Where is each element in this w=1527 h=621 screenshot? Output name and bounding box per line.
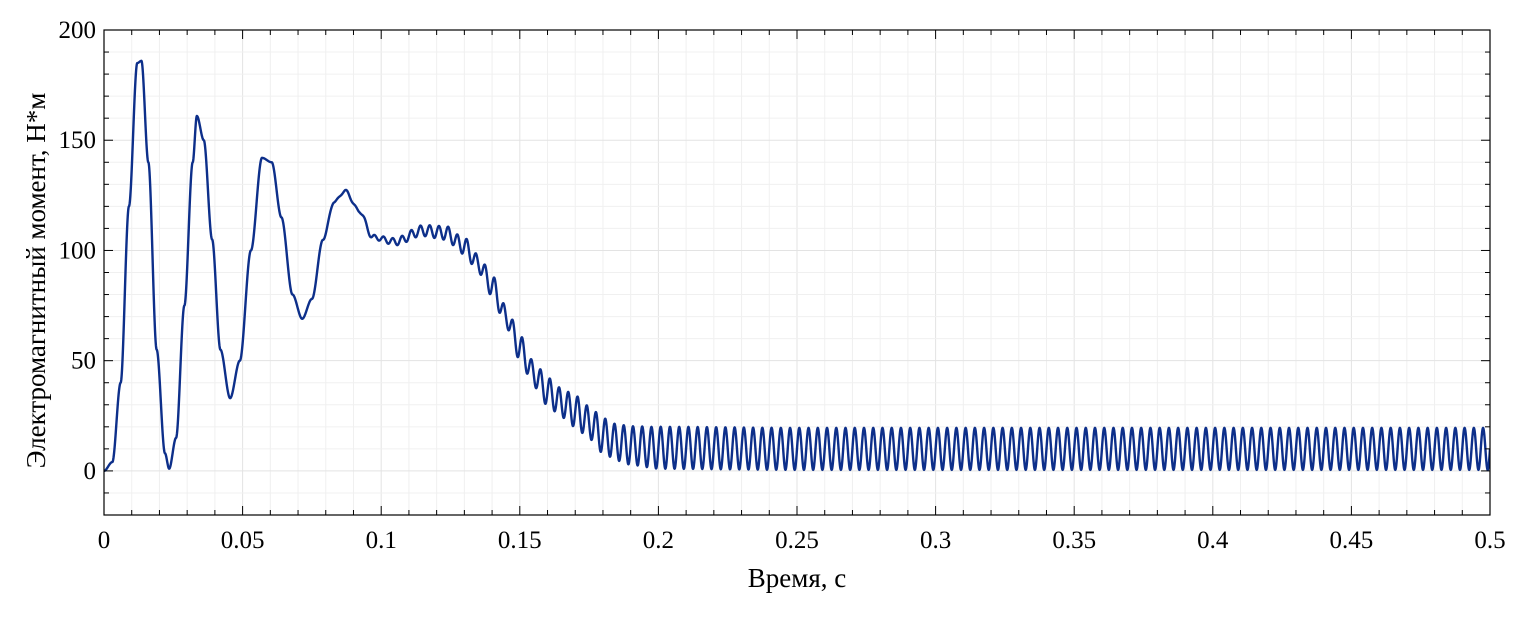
x-tick-label: 0.5 bbox=[1474, 527, 1505, 554]
axis-ticks bbox=[103, 29, 1491, 516]
y-tick-label: 150 bbox=[59, 127, 97, 154]
x-tick-label: 0.45 bbox=[1330, 527, 1374, 554]
y-tick-label: 100 bbox=[59, 237, 97, 264]
x-tick-label: 0.25 bbox=[775, 527, 819, 554]
y-tick-label: 50 bbox=[71, 348, 96, 375]
x-tick-label: 0.35 bbox=[1052, 527, 1096, 554]
x-axis-label: Время, с bbox=[748, 563, 846, 593]
y-tick-labels: 0 50 100 150 200 bbox=[59, 17, 97, 485]
x-tick-label: 0.3 bbox=[920, 527, 951, 554]
torque-series-line bbox=[104, 59, 1490, 473]
x-tick-label: 0 bbox=[98, 527, 111, 554]
x-tick-label: 0.15 bbox=[498, 527, 542, 554]
x-tick-label: 0.1 bbox=[366, 527, 397, 554]
x-tick-label: 0.4 bbox=[1197, 527, 1229, 554]
y-axis-label: Электромагнитный момент, Н*м bbox=[21, 93, 51, 469]
x-tick-labels: 0 0.05 0.1 0.15 0.2 0.25 0.3 0.35 0.4 0.45 0.5 bbox=[98, 527, 1506, 554]
series-layer bbox=[104, 59, 1490, 473]
x-tick-label: 0.05 bbox=[221, 527, 265, 554]
y-tick-label: 200 bbox=[59, 17, 97, 44]
x-tick-label: 0.2 bbox=[643, 527, 674, 554]
y-tick-label: 0 bbox=[84, 458, 97, 485]
